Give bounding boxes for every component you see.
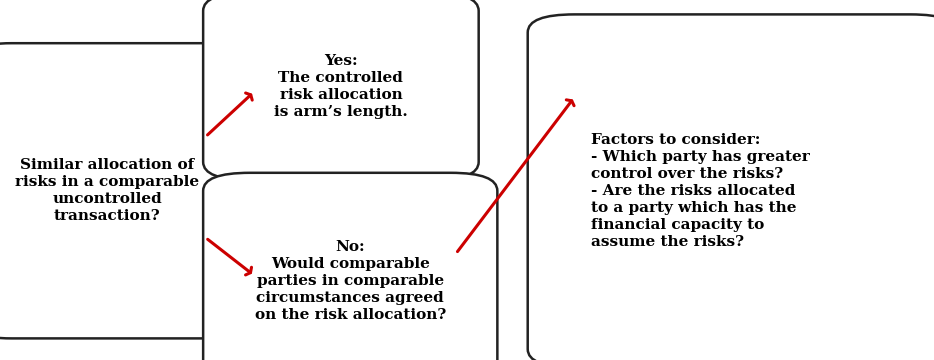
Text: control over the risks?: control over the risks?: [591, 167, 784, 181]
Text: The controlled: The controlled: [278, 71, 403, 85]
Text: risk allocation: risk allocation: [279, 88, 403, 102]
Text: risks in a comparable: risks in a comparable: [15, 175, 200, 189]
Text: No:: No:: [335, 240, 365, 254]
Text: uncontrolled: uncontrolled: [52, 192, 163, 206]
Text: Factors to consider:: Factors to consider:: [591, 132, 760, 147]
Text: Similar allocation of: Similar allocation of: [21, 158, 194, 172]
Text: Yes:: Yes:: [324, 54, 358, 68]
FancyBboxPatch shape: [528, 14, 934, 360]
Text: on the risk allocation?: on the risk allocation?: [255, 308, 446, 322]
Text: - Are the risks allocated: - Are the risks allocated: [591, 184, 796, 198]
FancyBboxPatch shape: [204, 173, 497, 360]
Text: parties in comparable: parties in comparable: [257, 274, 444, 288]
Text: financial capacity to: financial capacity to: [591, 218, 764, 232]
Text: - Which party has greater: - Which party has greater: [591, 150, 810, 164]
Text: assume the risks?: assume the risks?: [591, 235, 744, 249]
FancyBboxPatch shape: [0, 43, 250, 338]
Text: Would comparable: Would comparable: [271, 257, 430, 271]
Text: to a party which has the: to a party which has the: [591, 201, 797, 215]
Text: transaction?: transaction?: [54, 210, 161, 223]
FancyBboxPatch shape: [204, 0, 478, 180]
Text: circumstances agreed: circumstances agreed: [256, 291, 445, 305]
Text: is arm’s length.: is arm’s length.: [274, 105, 408, 119]
